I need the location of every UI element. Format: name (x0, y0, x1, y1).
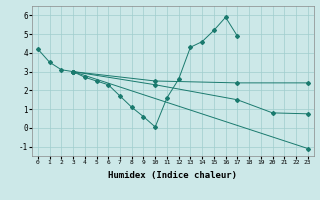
X-axis label: Humidex (Indice chaleur): Humidex (Indice chaleur) (108, 171, 237, 180)
